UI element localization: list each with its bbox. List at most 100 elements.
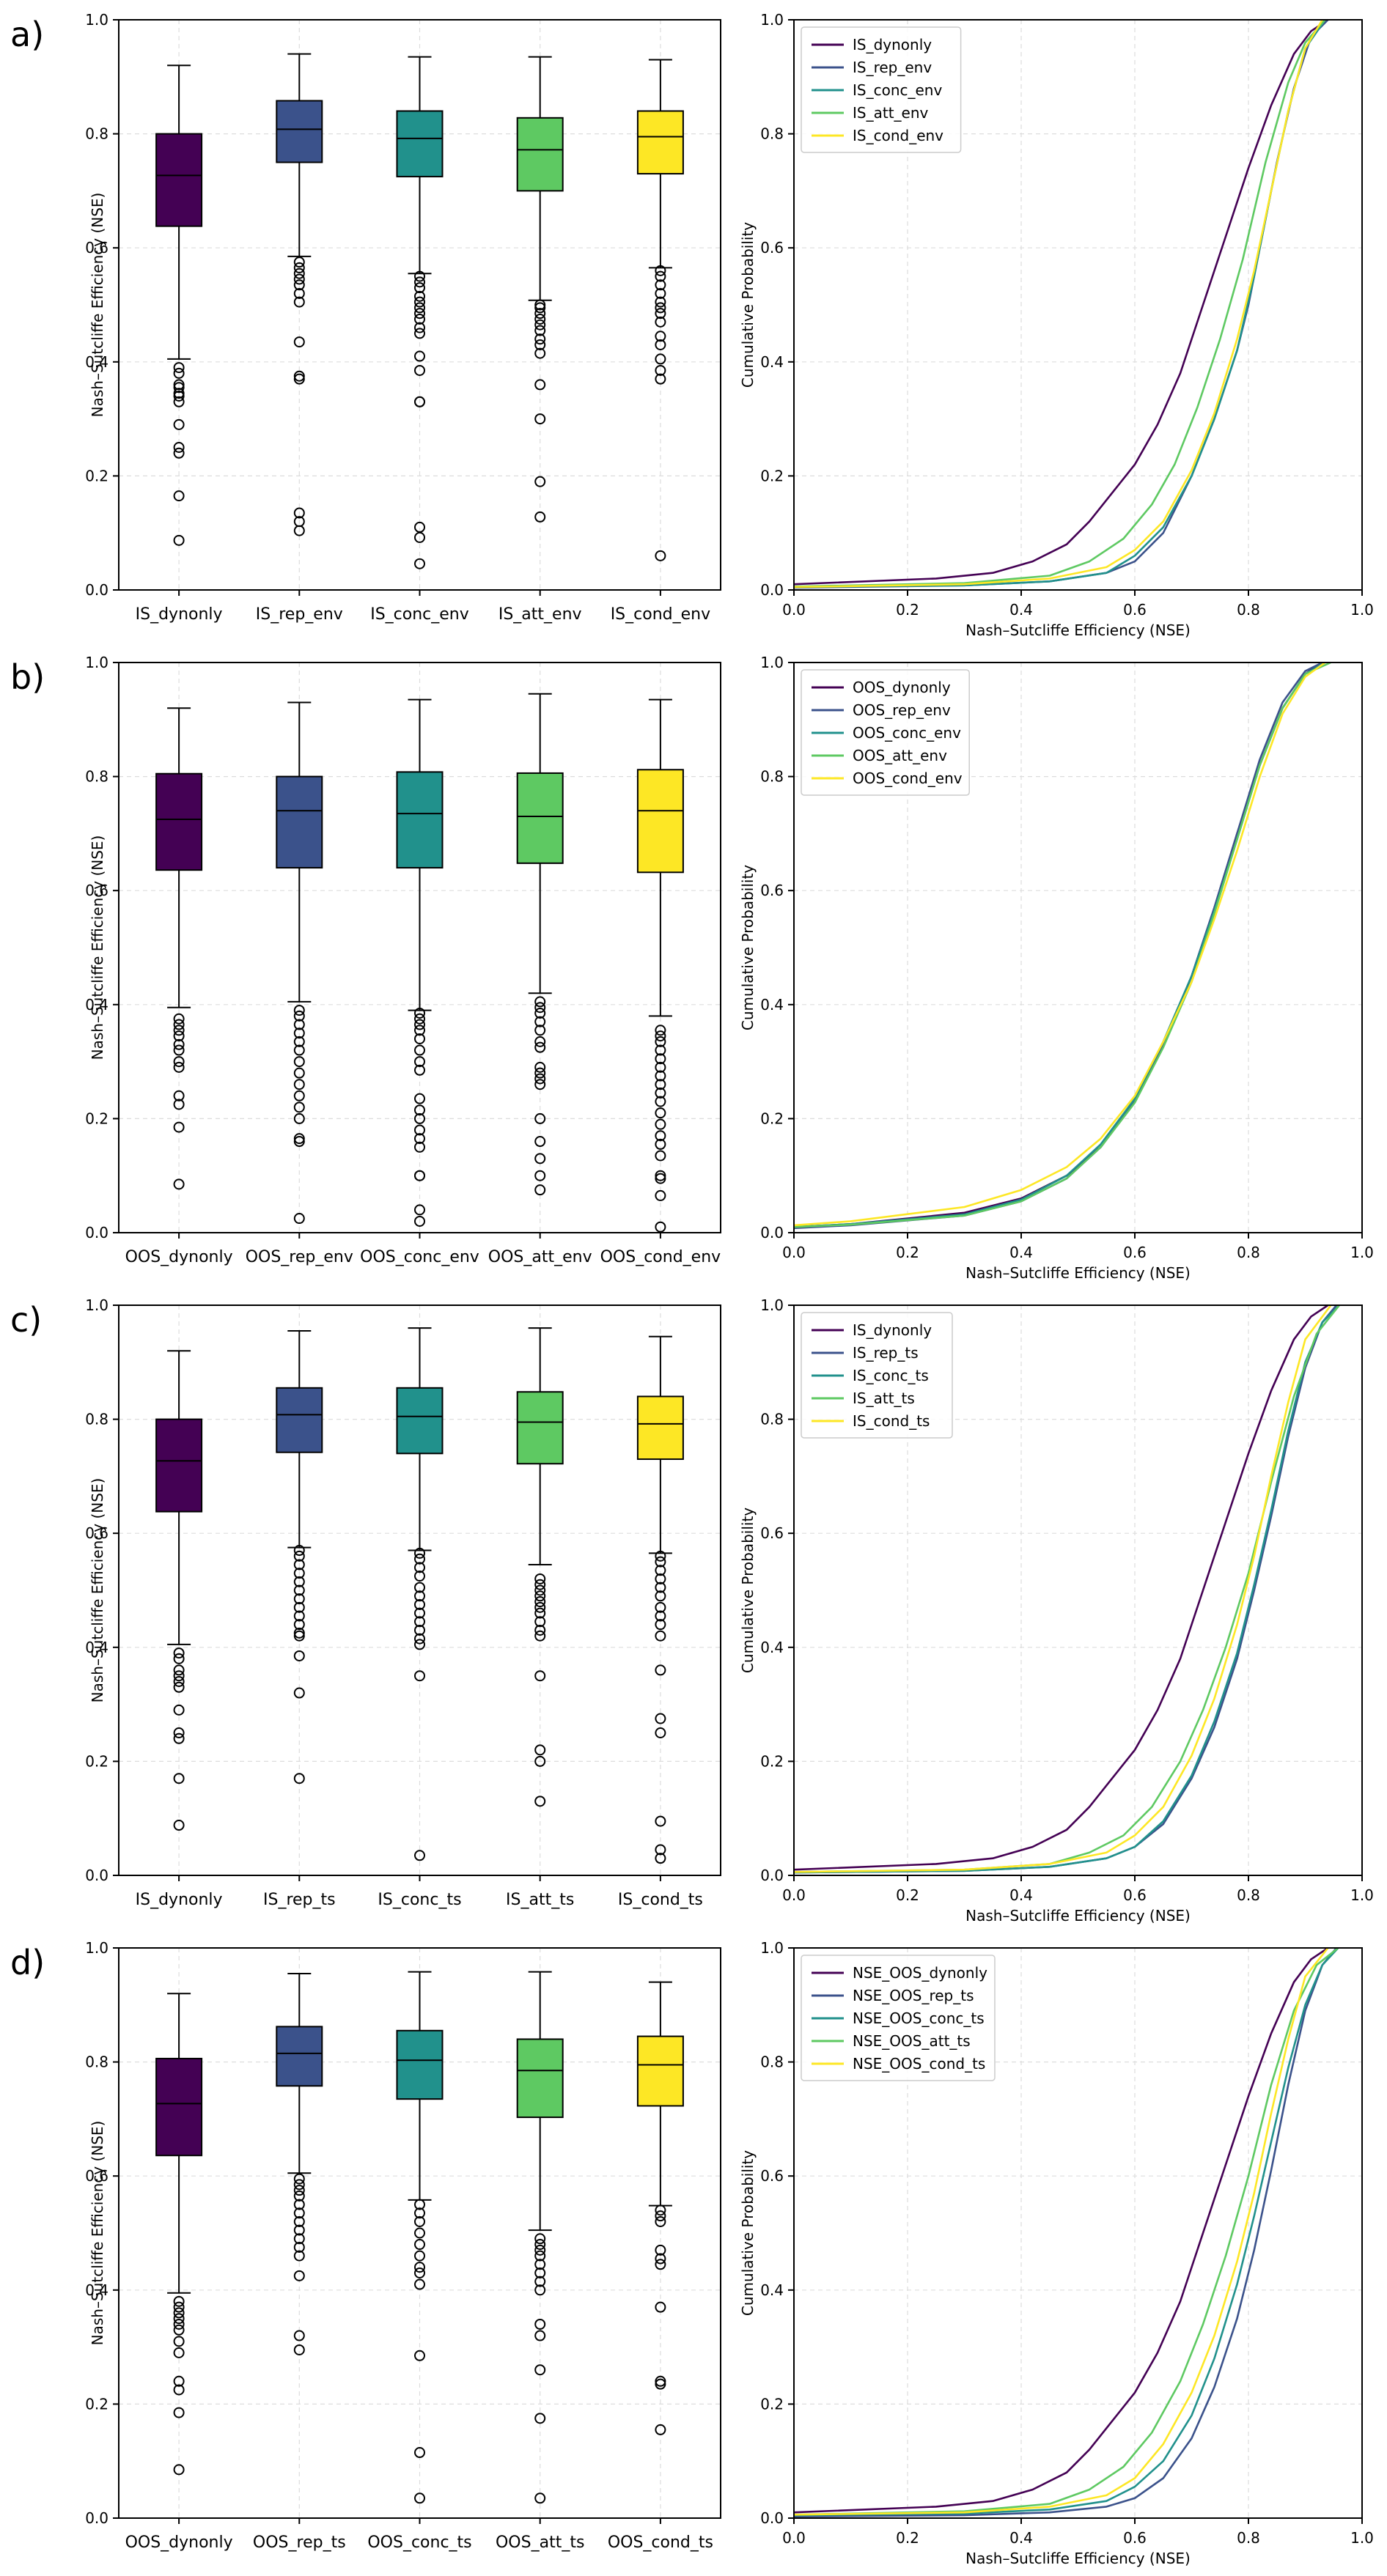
category-label: OOS_att_ts (496, 2533, 584, 2552)
flier-point (655, 1189, 666, 1201)
flier-point (414, 1215, 425, 1227)
flier-point (173, 1647, 185, 1659)
flier-point (173, 1732, 185, 1744)
flier-point (293, 1019, 305, 1030)
x-tick-label: 0.2 (896, 601, 919, 619)
flier-point (655, 1573, 666, 1584)
flier-point (173, 382, 185, 394)
box-IS_cond_env (636, 59, 684, 561)
flier-point (655, 1025, 666, 1036)
y-axis-label: Cumulative Probability (739, 1507, 757, 1673)
flier-point (173, 2336, 185, 2347)
box-iqr (396, 1387, 444, 1455)
x-tick-label: 1.0 (1350, 1244, 1374, 1261)
legend-label: OOS_cond_env (853, 770, 963, 787)
y-tick-label: 0.8 (85, 768, 108, 786)
panel-b: b) 0.0 0.2 0.4 0.6 0.8 1.0 OOS_dynonly OOS_rep_e… (10, 654, 1374, 1282)
y-tick-label: 0.4 (85, 353, 108, 371)
flier-point (655, 1713, 666, 1724)
flier-point (173, 1670, 185, 1682)
flier-point (655, 1070, 666, 1082)
flier-point (414, 1044, 425, 1056)
flier-point (173, 1727, 185, 1738)
flier-point (655, 1664, 666, 1676)
box-OOS_cond_ts (636, 1981, 684, 2435)
legend-box (801, 669, 970, 796)
flier-point (173, 1704, 185, 1716)
flier-point (173, 2318, 185, 2330)
x-tick-label: 0.8 (1237, 1244, 1260, 1261)
flier-point (534, 2267, 546, 2278)
flier-point (414, 1571, 425, 1582)
box-OOS_dynonly (155, 1993, 203, 2476)
flier-point (414, 2227, 425, 2239)
flier-point (293, 2270, 305, 2281)
flier-point (173, 1056, 185, 1068)
flier-point (414, 1141, 425, 1153)
flier-point (414, 282, 425, 294)
flier-point (534, 1630, 546, 1642)
flier-point (293, 1619, 305, 1631)
flier-point (173, 388, 185, 399)
y-tick-label: 0.0 (85, 1224, 108, 1241)
y-tick-label: 0.0 (760, 1224, 784, 1241)
flier-point (655, 1221, 666, 1233)
flier-point (293, 296, 305, 308)
flier-point (293, 1773, 305, 1785)
flier-point (293, 2330, 305, 2341)
box-iqr (516, 117, 564, 192)
cdf-line-IS_cond_env (793, 19, 1323, 588)
cdf-plot: 0.0 0.2 0.4 0.6 0.8 1.0 0.0 0.2 0.4 0.6 0.8 1.0 Nash… (739, 11, 1374, 639)
flier-point (173, 442, 185, 453)
flier-point (655, 2378, 666, 2390)
flier-point (414, 276, 425, 288)
flier-point (534, 1067, 546, 1079)
flier-point (655, 550, 666, 561)
flier-point (293, 1610, 305, 1622)
flier-point (655, 265, 666, 276)
flier-point (173, 1025, 185, 1036)
y-tick-label: 0.6 (85, 882, 108, 899)
flier-point (655, 1619, 666, 1631)
box-OOS_dynonly (155, 707, 203, 1190)
legend-label: NSE_OOS_cond_ts (853, 2055, 985, 2073)
flier-point (534, 319, 546, 331)
category-label: IS_conc_ts (378, 1891, 461, 1909)
x-tick-label: 0.2 (896, 2529, 919, 2547)
y-axis-label: Cumulative Probability (739, 2150, 757, 2316)
flier-point (534, 308, 546, 320)
flier-point (414, 2492, 425, 2504)
flier-point (173, 2347, 185, 2358)
flier-point (293, 1027, 305, 1039)
flier-point (655, 1138, 666, 1150)
flier-point (173, 367, 185, 379)
flier-point (534, 1616, 546, 1628)
box-OOS_conc_env (396, 698, 444, 1227)
x-axis-label: Nash–Sutcliffe Efficiency (NSE) (965, 621, 1191, 639)
flier-point (293, 262, 305, 273)
cdf-line-NSE_OOS_rep_ts (793, 1947, 1338, 2517)
flier-point (414, 1013, 425, 1025)
category-label: OOS_conc_env (360, 1248, 479, 1266)
flier-point (293, 525, 305, 536)
category-label: IS_rep_env (256, 605, 343, 624)
flier-point (655, 373, 666, 385)
box-iqr (636, 2035, 684, 2107)
x-tick-label: 0.4 (1009, 601, 1033, 619)
x-tick-label: 0.8 (1237, 2529, 1260, 2547)
flier-point (173, 2295, 185, 2307)
flier-point (414, 1033, 425, 1044)
flier-point (534, 379, 546, 391)
category-label: OOS_conc_ts (367, 2533, 471, 2552)
y-tick-label: 0.4 (85, 2281, 108, 2299)
y-axis-label: Nash–Sutcliffe Efficiency (NSE) (89, 835, 106, 1060)
flier-point (534, 996, 546, 1008)
flier-point (293, 1650, 305, 1661)
flier-point (173, 1030, 185, 1042)
y-tick-label: 0.0 (760, 1867, 784, 1884)
flier-point (173, 1061, 185, 1073)
box-iqr (155, 772, 203, 871)
flier-point (173, 447, 185, 459)
flier-point (173, 390, 185, 402)
flier-point (173, 2464, 185, 2476)
